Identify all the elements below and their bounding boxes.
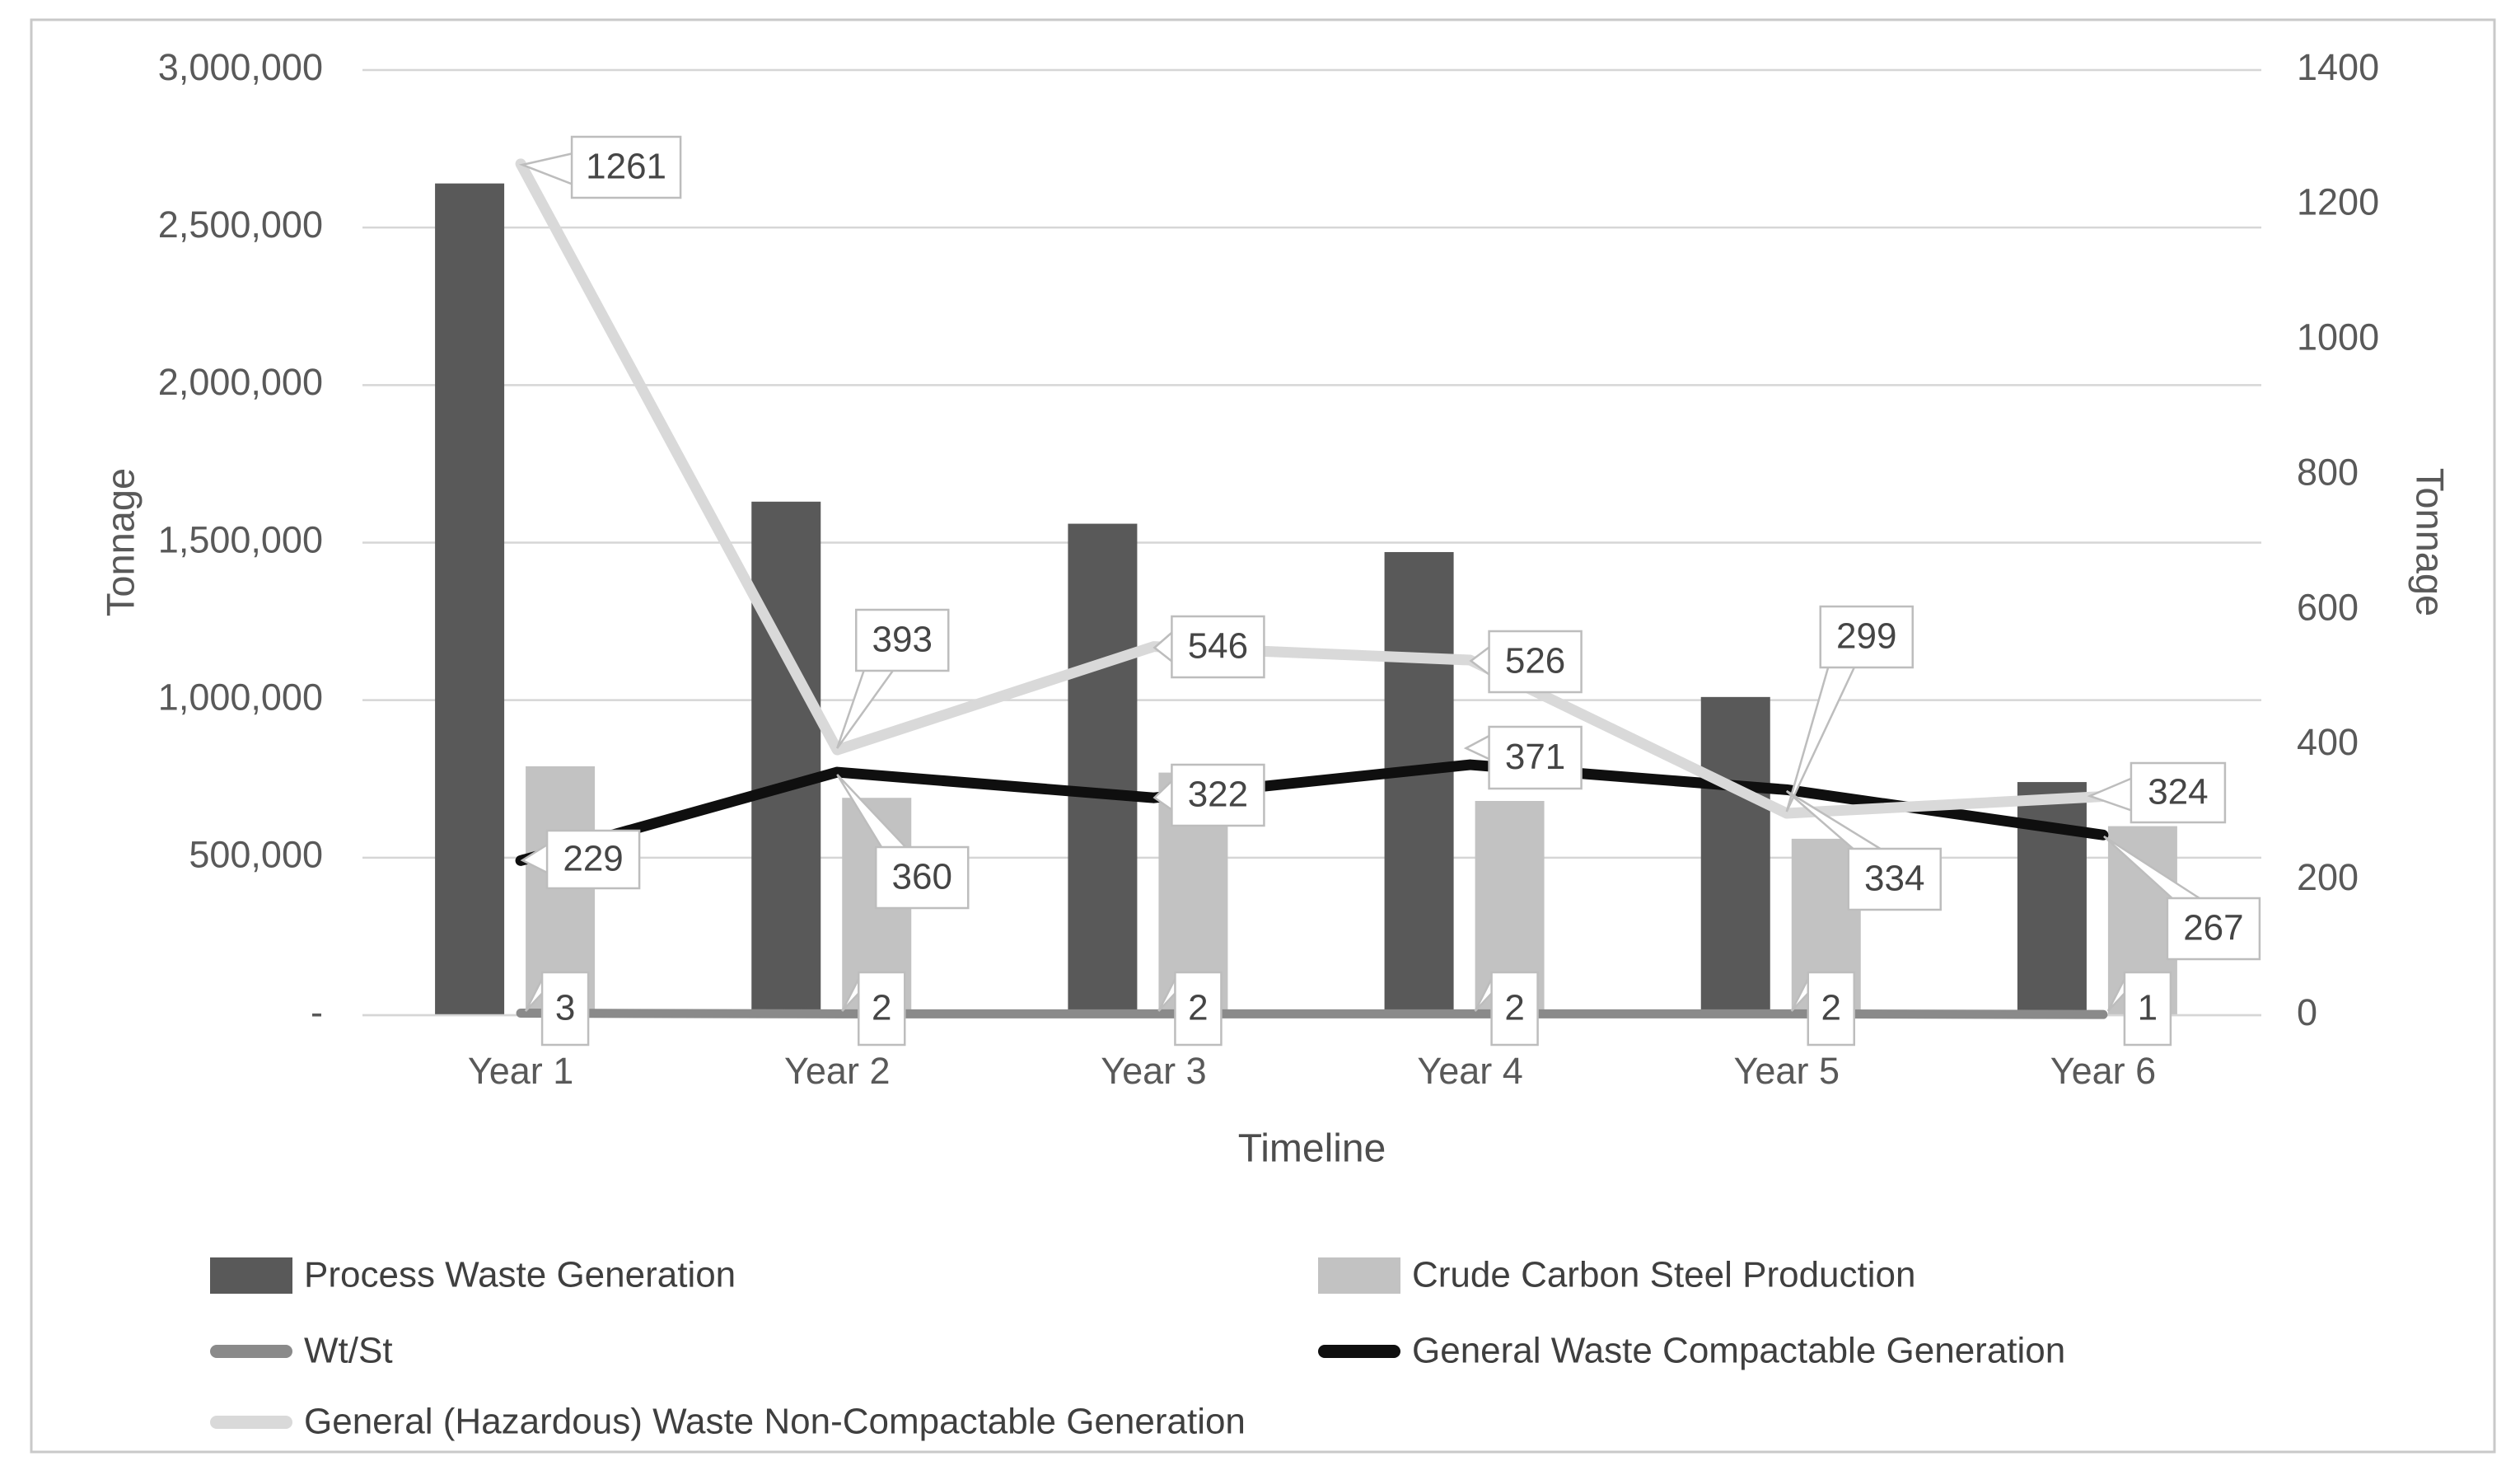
legend-label: General Waste Compactable Generation	[1412, 1331, 2065, 1371]
legend-item: Crude Carbon Steel Production	[1318, 1255, 1915, 1295]
callout-box	[1171, 763, 1265, 827]
x-axis-category-label: Year 5	[1734, 1050, 1840, 1092]
data-label: 393	[872, 620, 933, 660]
callout-box	[2166, 897, 2261, 961]
legend-swatch-bar	[210, 1257, 292, 1294]
legend-item: General Waste Compactable Generation	[1318, 1331, 2065, 1371]
x-axis-title: Timeline	[1238, 1127, 1386, 1171]
callout-box	[1174, 971, 1223, 1047]
callout-box	[545, 829, 641, 890]
legend: Process Waste Generation Crude Carbon Ste…	[210, 1255, 2065, 1442]
left-axis-tick: 1,000,000	[158, 677, 323, 719]
data-label: 526	[1505, 641, 1565, 681]
callout-box	[2123, 971, 2172, 1047]
bar-process-waste-year-2	[751, 501, 821, 1015]
left-axis-tick: 500,000	[189, 834, 323, 876]
right-axis-tick: 800	[2297, 451, 2359, 493]
data-label: 546	[1188, 626, 1248, 667]
line-hazardous-non-compactable	[515, 158, 2109, 819]
data-label: 3	[555, 988, 575, 1028]
legend-swatch-line	[210, 1416, 292, 1429]
left-axis-tick: 3,000,000	[158, 46, 323, 88]
legend-item: Process Waste Generation	[210, 1255, 736, 1295]
legend-label: Process Waste Generation	[304, 1255, 736, 1295]
data-label: 299	[1836, 616, 1896, 657]
data-label: 334	[1864, 859, 1924, 899]
bar-process-waste-year-3	[1068, 523, 1138, 1015]
bar-series	[435, 183, 2177, 1015]
data-label: 2	[872, 988, 891, 1028]
right-axis-tick-labels: 0 200 400 600 800 1000 1200 1400	[2297, 46, 2379, 1033]
right-axis-tick: 0	[2297, 991, 2317, 1033]
data-label: 267	[2183, 908, 2243, 948]
bar-process-waste-year-6	[2017, 782, 2087, 1015]
callout-box	[1171, 615, 1265, 679]
data-label: 229	[563, 839, 623, 879]
callout-box	[2130, 761, 2227, 824]
right-axis-tick: 600	[2297, 586, 2359, 628]
data-label: 1	[2138, 988, 2158, 1028]
callout-box	[855, 608, 950, 672]
right-axis-tick: 400	[2297, 721, 2359, 763]
legend-label: Crude Carbon Steel Production	[1412, 1255, 1915, 1295]
data-label: 371	[1505, 737, 1565, 777]
line-general-waste-compactable	[515, 759, 2109, 866]
legend-label: Wt/St	[304, 1331, 393, 1371]
callout-box	[875, 845, 970, 910]
right-axis-tick: 1000	[2297, 316, 2379, 358]
bar-process-waste-year-1	[435, 183, 505, 1015]
x-axis-category-label: Year 2	[784, 1050, 890, 1092]
callout-box	[1807, 971, 1855, 1047]
data-label: 2	[1821, 988, 1841, 1028]
x-axis-category-label: Year 4	[1417, 1050, 1522, 1092]
x-axis-category-label: Year 3	[1101, 1050, 1206, 1092]
data-label: 2	[1504, 988, 1524, 1028]
legend-item: Wt/St	[210, 1331, 393, 1371]
legend-label: General (Hazardous) Waste Non-Compactabl…	[304, 1402, 1246, 1442]
legend-swatch-bar	[1318, 1257, 1400, 1294]
bar-process-waste-year-5	[1700, 696, 1770, 1015]
legend-swatch-line	[210, 1345, 292, 1358]
legend-item: General (Hazardous) Waste Non-Compactabl…	[210, 1402, 1246, 1442]
data-label: 1261	[586, 147, 666, 187]
left-axis-tick: 2,500,000	[158, 204, 323, 246]
data-label: 324	[2148, 772, 2208, 812]
left-axis-title: Tonnage	[98, 468, 142, 616]
data-label: 360	[892, 857, 952, 897]
chart-border	[30, 18, 2496, 1454]
right-axis-tick: 1200	[2297, 181, 2379, 223]
line-wt-st	[516, 1009, 2108, 1019]
legend-swatch-line	[1318, 1345, 1400, 1358]
bar-process-waste-year-4	[1384, 551, 1454, 1015]
right-axis-tick: 1400	[2297, 46, 2379, 88]
right-axis-tick: 200	[2297, 856, 2359, 898]
callout-box	[1488, 630, 1583, 694]
callout-box	[1488, 725, 1583, 790]
x-axis-labels: Year 1 Year 2 Year 3 Year 4 Year 5 Year 6	[468, 1050, 2156, 1092]
right-axis-title: Tonnage	[2409, 468, 2452, 616]
left-axis-tick: 2,000,000	[158, 361, 323, 403]
callout-box	[1847, 847, 1942, 911]
callout-box	[570, 135, 682, 199]
x-axis-category-label: Year 1	[468, 1050, 573, 1092]
left-axis-tick: -	[311, 991, 323, 1033]
callout-box	[858, 971, 906, 1047]
left-axis-tick: 1,500,000	[158, 518, 323, 560]
callout-box	[540, 971, 590, 1047]
callout-box	[1490, 971, 1539, 1047]
data-label: 2	[1188, 988, 1208, 1028]
callout-box	[1819, 605, 1914, 669]
left-axis-tick-labels: - 500,000 1,000,000 1,500,000 2,000,000 2,500…	[158, 46, 323, 1033]
x-axis-category-label: Year 6	[2050, 1050, 2156, 1092]
data-label: 322	[1188, 775, 1248, 815]
